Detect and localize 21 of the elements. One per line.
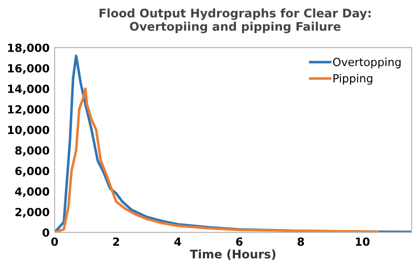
y-tick-label: 8,000 (15, 146, 50, 156)
x-tick-label: 10 (356, 237, 370, 246)
y-tick-label: 14,000 (8, 84, 50, 94)
y-tick-label: 12,000 (8, 105, 50, 115)
y-tick-label: 2,000 (15, 208, 50, 218)
line-series (54, 87, 379, 232)
chart-title: Flood Output Hydrographs for Clear Day: Overtopiing and pipping Failure (100, 8, 371, 34)
x-axis-title: Time (Hours) (190, 249, 276, 260)
x-tick-label: 4 (174, 238, 182, 246)
legend-label: Pipping (334, 74, 372, 85)
y-tick-label: 16,000 (8, 64, 50, 74)
y-tick-label: 4,000 (15, 187, 50, 198)
y-tick-label: 0 (42, 228, 50, 237)
x-tick-label: 8 (298, 237, 304, 246)
x-tick-label: 6 (236, 237, 243, 246)
y-tick-label: 6,000 (15, 166, 50, 177)
legend-label: Overtopping (333, 58, 401, 68)
x-tick-label: 2 (113, 237, 120, 246)
y-tick-label: 10,000 (8, 126, 50, 136)
y-tick-label: 18,000 (8, 44, 50, 54)
x-tick-label: 0 (51, 237, 58, 246)
